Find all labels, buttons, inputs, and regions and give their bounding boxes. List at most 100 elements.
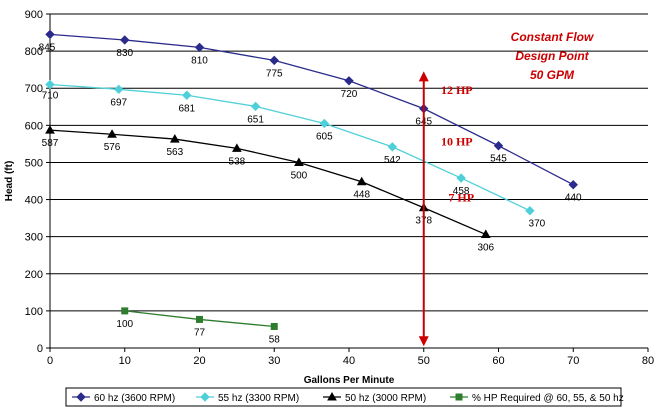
legend-layer: 60 hz (3600 RPM) 55 hz (3300 RPM) 50 hz (3… <box>65 387 624 407</box>
y-tick-label: 600 <box>25 120 43 132</box>
data-label: 681 <box>178 103 195 114</box>
legend-label: 60 hz (3600 RPM) <box>94 393 175 404</box>
data-label: 587 <box>42 138 59 149</box>
data-label: 58 <box>269 334 281 345</box>
y-tick-label: 100 <box>25 306 43 318</box>
x-tick-label: 30 <box>268 355 280 367</box>
x-tick-label: 80 <box>642 355 654 367</box>
data-point <box>120 35 130 45</box>
legend-swatch-marker <box>200 392 210 402</box>
data-point <box>232 143 242 152</box>
x-tick-label: 40 <box>343 355 355 367</box>
legend-item: 50 hz (3000 RPM) <box>323 391 426 404</box>
arrow-head-up <box>418 71 429 82</box>
y-tick-label: 400 <box>25 195 43 207</box>
x-tick-label: 20 <box>193 355 205 367</box>
data-point <box>194 42 205 53</box>
data-label: 538 <box>229 156 246 167</box>
data-point <box>319 118 330 129</box>
y-tick-label: 800 <box>25 46 43 58</box>
y-tick-label: 300 <box>25 232 43 244</box>
design-point-arrow <box>418 71 429 347</box>
series-line <box>49 129 487 236</box>
x-tick-label: 0 <box>47 355 53 367</box>
y-tick-label: 0 <box>37 343 43 355</box>
y-axis-title: Head (ft) <box>4 161 15 202</box>
legend-swatch-marker <box>327 391 337 401</box>
y-tick-label: 700 <box>25 83 43 95</box>
data-point <box>114 84 124 95</box>
data-point <box>45 79 55 90</box>
data-point <box>196 315 203 323</box>
hp-label: 10 HP <box>441 135 473 149</box>
series-0: 845830810775720645545440 <box>39 29 582 204</box>
data-point <box>45 29 55 40</box>
data-label: 306 <box>477 242 494 253</box>
data-label: 845 <box>39 42 56 53</box>
data-point <box>169 134 180 143</box>
data-label: 576 <box>104 142 121 153</box>
legend-item: 55 hz (3300 RPM) <box>196 392 299 404</box>
data-point <box>182 90 192 100</box>
y-tick-label: 200 <box>25 269 43 281</box>
data-label: 448 <box>353 190 370 201</box>
data-label: 563 <box>166 147 183 158</box>
data-label: 651 <box>247 114 264 125</box>
legend-swatch-marker <box>76 392 86 402</box>
hp-label: 12 HP <box>441 83 473 97</box>
data-label: 458 <box>453 186 470 197</box>
data-point <box>387 142 398 152</box>
x-tick-label: 10 <box>119 355 131 367</box>
legend-item: 60 hz (3600 RPM) <box>72 392 175 404</box>
data-label: 810 <box>191 55 208 66</box>
data-point <box>45 125 55 134</box>
legend-item: % HP Required @ 60, 55, & 50 hz <box>450 393 624 404</box>
data-point <box>525 205 535 216</box>
series-1: 710 697 681 651 605 542 458 370 <box>42 79 546 230</box>
data-label: 605 <box>316 131 333 142</box>
data-point <box>121 307 129 315</box>
axis-layer: 0 100 200 300 400 500 600 700 800 900 0 10 20 30 40 50 6… <box>25 9 654 367</box>
legend-swatch-marker <box>455 393 463 401</box>
data-label: 830 <box>116 48 133 59</box>
y-tick-label: 900 <box>25 9 43 21</box>
annotation-layer: 12 HP 10 HP 7 HP Constant Flow Design Point 5… <box>418 30 594 347</box>
data-point <box>270 322 278 330</box>
x-tick-label: 70 <box>567 355 579 367</box>
data-point <box>269 55 279 66</box>
data-point <box>294 157 304 166</box>
hp-label: 7 HP <box>448 190 474 204</box>
legend-label: 55 hz (3300 RPM) <box>218 393 299 404</box>
legend-label: 50 hz (3000 RPM) <box>345 393 426 404</box>
series-line <box>49 83 531 212</box>
x-tick-label: 60 <box>492 355 504 367</box>
series-line <box>49 33 574 186</box>
design-note-line: Design Point <box>515 49 589 63</box>
design-note-line: Constant Flow <box>511 30 594 44</box>
series-3: 100 77 58 <box>116 307 281 345</box>
arrow-head-down <box>418 336 429 347</box>
series-layer: 8458308107757206455454407106976816516055… <box>39 29 582 345</box>
data-point <box>356 176 367 186</box>
data-label: 542 <box>384 155 401 166</box>
data-point <box>344 76 354 86</box>
legend-box <box>65 387 622 407</box>
data-point <box>493 141 504 151</box>
data-label: 545 <box>490 154 507 165</box>
grid-layer <box>50 13 648 312</box>
data-point <box>107 129 117 138</box>
data-label: 500 <box>291 170 308 181</box>
data-label: 440 <box>565 193 582 204</box>
data-label: 697 <box>110 97 127 108</box>
data-label: 775 <box>266 68 283 79</box>
design-note-line: 50 GPM <box>530 68 575 82</box>
x-tick-label: 50 <box>418 355 430 367</box>
data-point <box>456 173 466 183</box>
data-label: 370 <box>529 219 546 230</box>
data-point <box>568 180 578 190</box>
data-label: 710 <box>42 91 59 102</box>
data-point <box>250 101 261 112</box>
x-axis-title: Gallons Per Minute <box>304 375 395 386</box>
series-2: 587576563538500448378306 <box>42 125 495 253</box>
